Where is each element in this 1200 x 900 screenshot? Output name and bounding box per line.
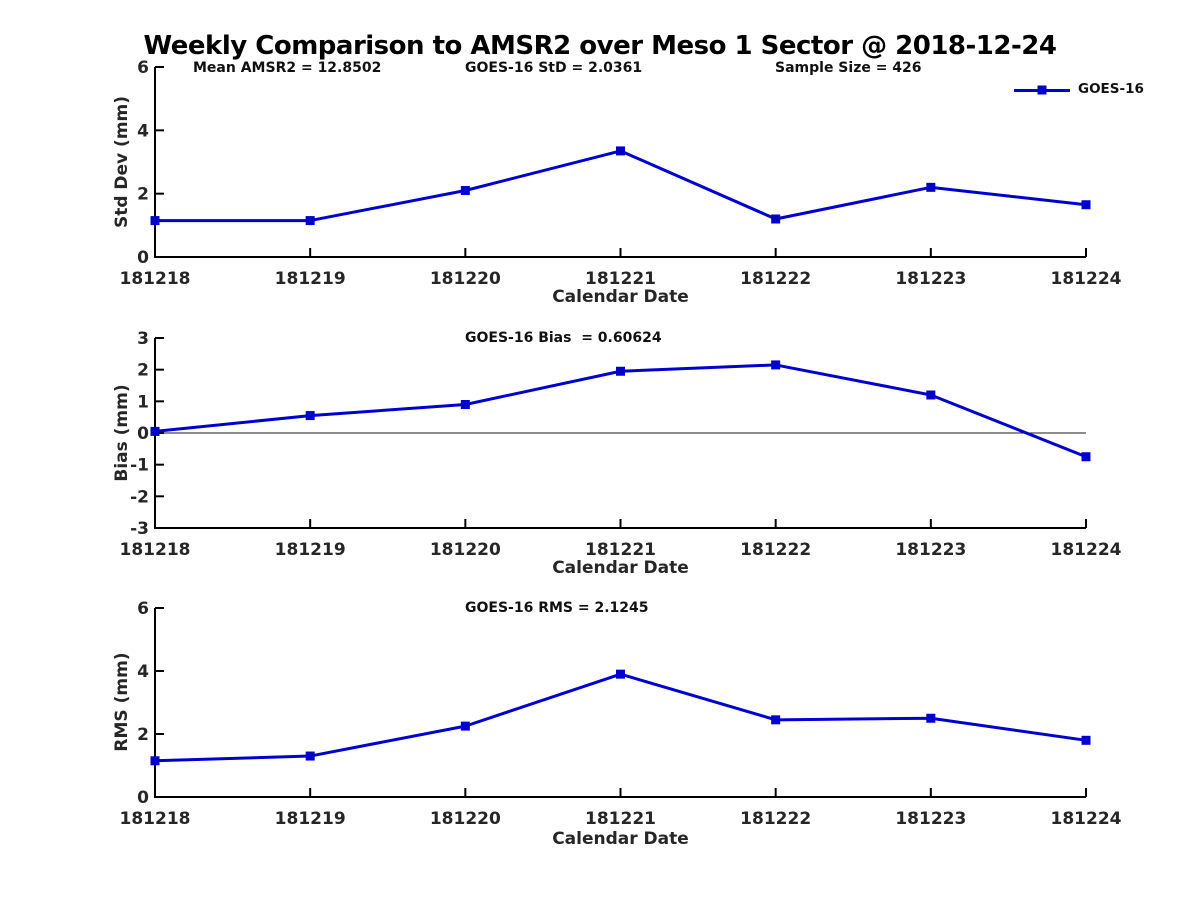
svg-text:181219: 181219 [275,269,346,289]
svg-text:181218: 181218 [120,269,191,289]
svg-text:1: 1 [137,392,149,412]
svg-text:181220: 181220 [430,809,501,829]
svg-text:181224: 181224 [1051,540,1122,560]
svg-text:181223: 181223 [895,540,966,560]
annotation-sample-size: Sample Size = 426 [775,60,922,76]
x-axis-label-middle: Calendar Date [552,558,689,578]
svg-text:181221: 181221 [585,540,656,560]
svg-text:0: 0 [137,248,149,268]
legend-label: GOES-16 [1078,81,1144,98]
svg-text:2: 2 [137,725,149,745]
svg-text:181221: 181221 [585,809,656,829]
x-axis-label-top: Calendar Date [552,287,689,307]
svg-text:2: 2 [137,361,149,381]
svg-text:181221: 181221 [585,269,656,289]
svg-text:181223: 181223 [895,269,966,289]
annotation-goes16-std: GOES-16 StD = 2.0361 [465,60,643,76]
svg-text:0: 0 [137,788,149,808]
svg-text:181222: 181222 [740,269,811,289]
svg-text:181219: 181219 [275,809,346,829]
svg-text:181218: 181218 [120,809,191,829]
y-axis-label-bias: Bias (mm) [112,384,132,482]
svg-text:181222: 181222 [740,540,811,560]
y-axis-label-std-dev: Std Dev (mm) [112,95,132,229]
figure-title: Weekly Comparison to AMSR2 over Meso 1 S… [143,31,1057,61]
x-axis-label-bottom: Calendar Date [552,829,689,849]
svg-text:181222: 181222 [740,809,811,829]
svg-text:181223: 181223 [895,809,966,829]
svg-text:-2: -2 [130,487,149,507]
svg-text:181224: 181224 [1051,809,1122,829]
svg-text:181224: 181224 [1051,269,1122,289]
svg-text:6: 6 [137,599,149,619]
svg-text:0: 0 [137,424,149,444]
svg-text:-1: -1 [130,456,149,476]
svg-text:181218: 181218 [120,540,191,560]
svg-text:2: 2 [137,185,149,205]
annotation-mean-amsr2: Mean AMSR2 = 12.8502 [193,60,382,76]
svg-text:-3: -3 [130,519,149,539]
svg-text:181220: 181220 [430,269,501,289]
y-axis-label-rms: RMS (mm) [112,652,132,752]
annotation-goes16-rms: GOES-16 RMS = 2.1245 [465,600,649,616]
svg-text:181219: 181219 [275,540,346,560]
svg-text:181220: 181220 [430,540,501,560]
svg-text:4: 4 [137,121,149,141]
svg-text:4: 4 [137,662,149,682]
annotation-goes16-bias: GOES-16 Bias = 0.60624 [465,330,662,346]
legend-line-sample [1014,85,1070,95]
svg-text:6: 6 [137,58,149,78]
legend: GOES-16 [1014,83,1144,97]
svg-text:3: 3 [137,329,149,349]
legend-square-marker-icon [1037,85,1047,95]
